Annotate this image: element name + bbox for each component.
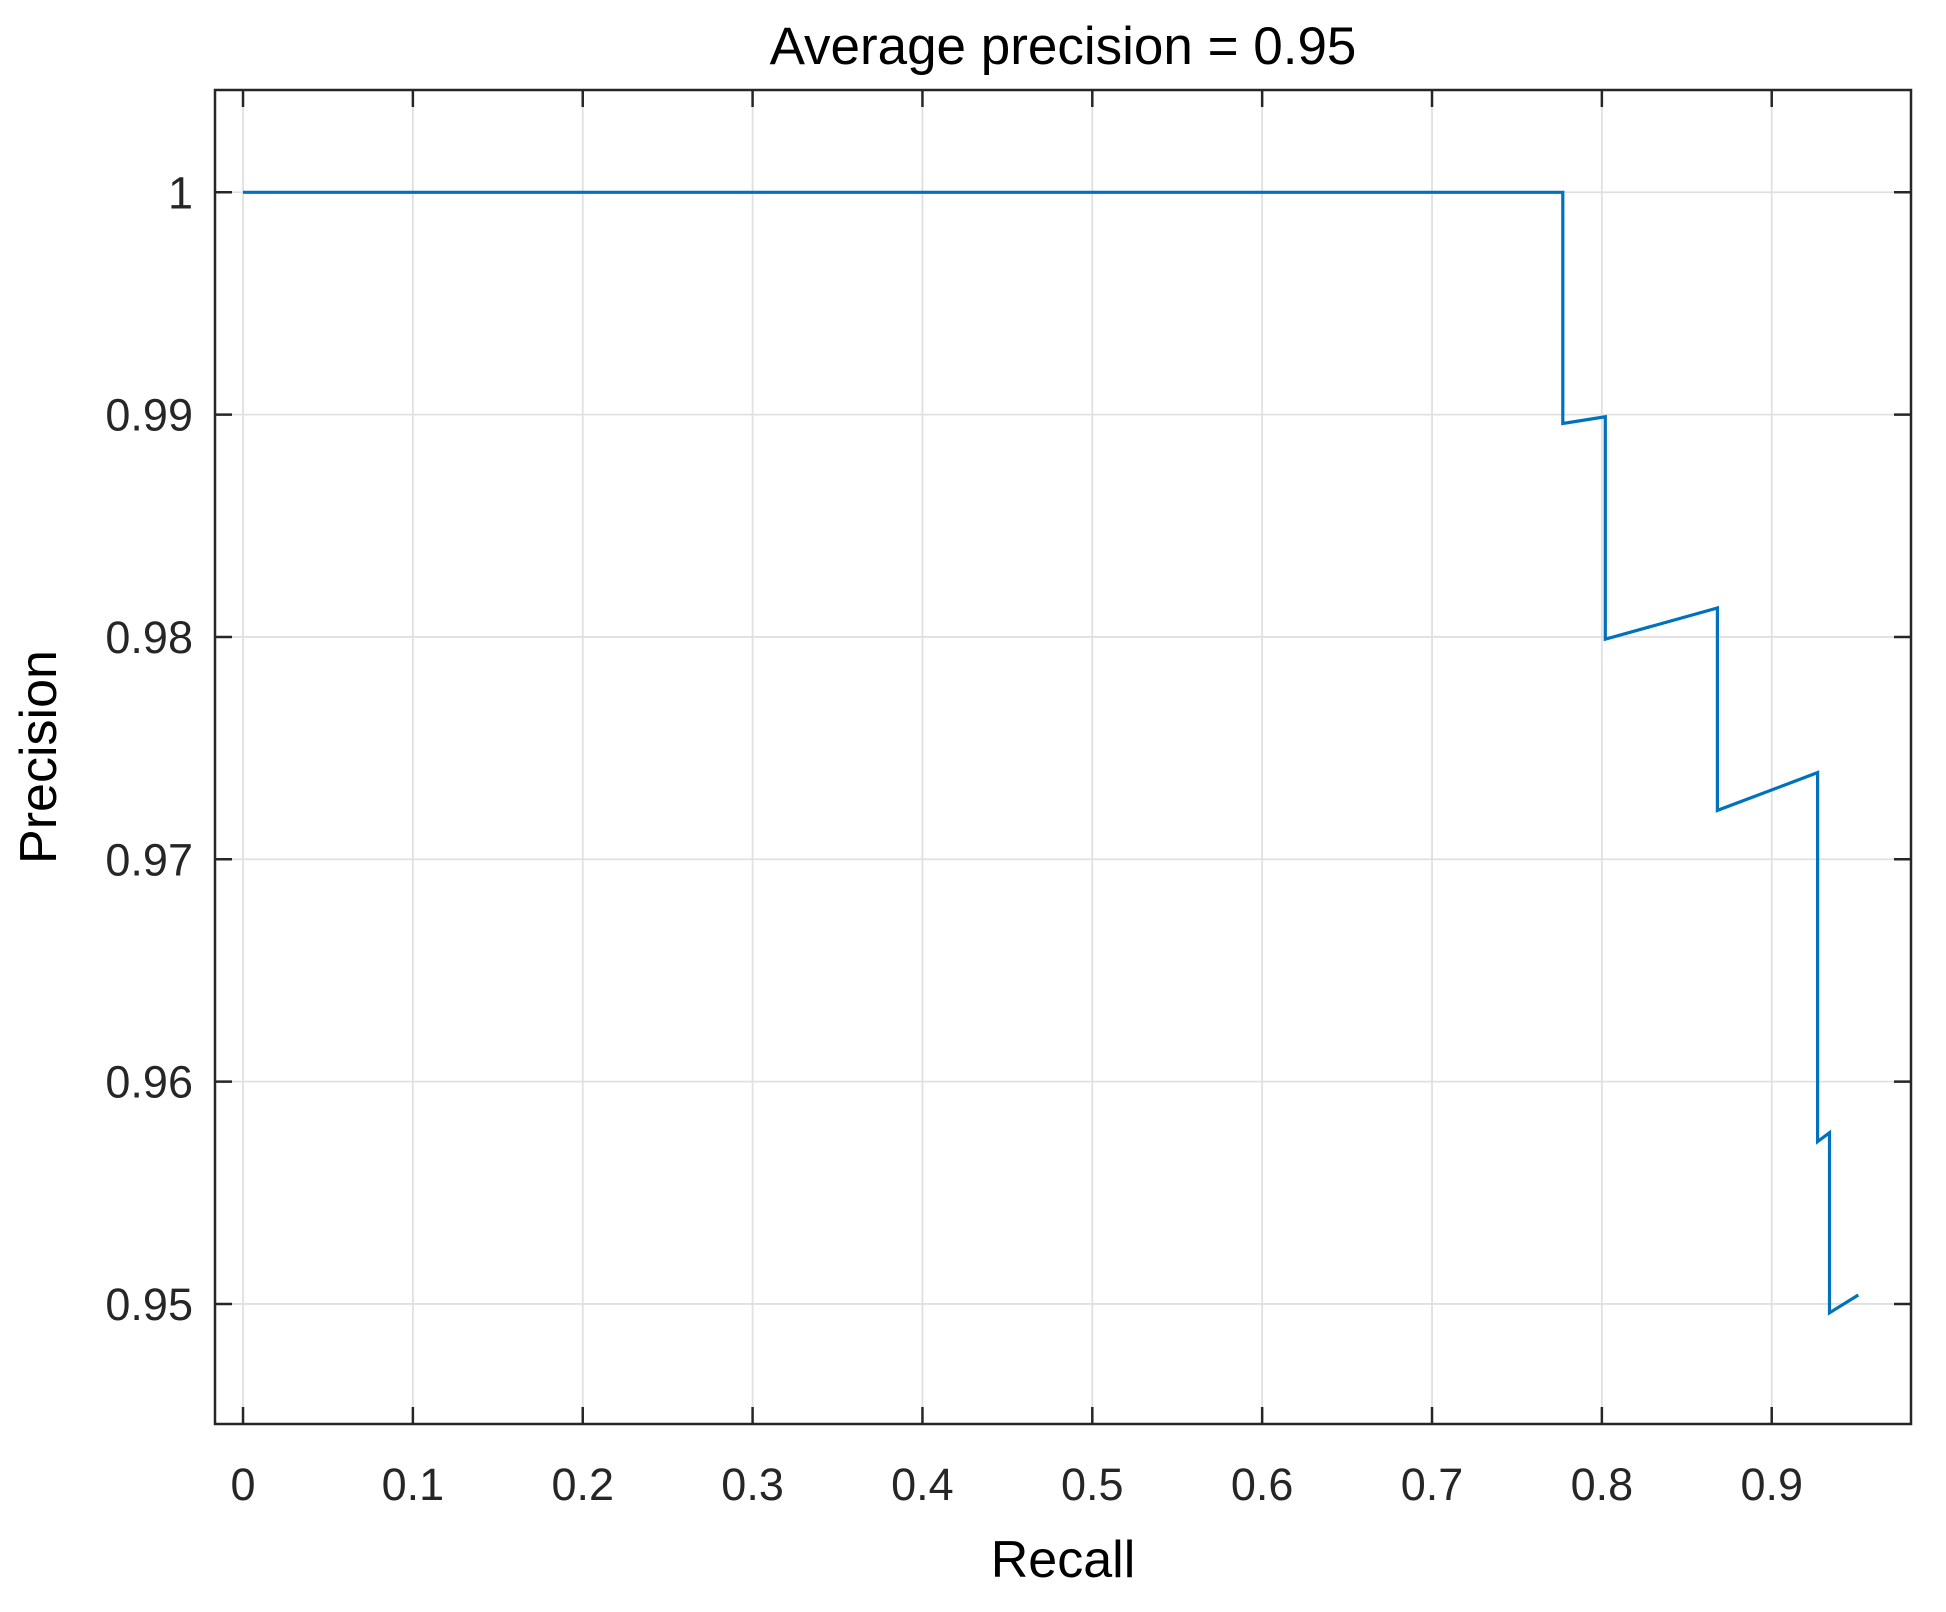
y-tick-label-group: 0.95 0.96 0.97 0.98 0.99 1 bbox=[105, 167, 193, 1330]
pr-curve-line bbox=[243, 190, 1860, 1316]
x-tick-label: 0.5 bbox=[1061, 1459, 1124, 1510]
y-tick-label: 1 bbox=[168, 167, 193, 218]
axis-tick-marks bbox=[215, 90, 1911, 1424]
grid-lines bbox=[215, 90, 1911, 1424]
x-tick-label: 0 bbox=[231, 1459, 256, 1510]
x-tick-label: 0.3 bbox=[721, 1459, 784, 1510]
y-tick-label: 0.97 bbox=[105, 834, 193, 885]
x-axis-label: Recall bbox=[991, 1531, 1136, 1589]
y-tick-label: 0.98 bbox=[105, 612, 193, 663]
x-tick-label: 0.8 bbox=[1571, 1459, 1634, 1510]
plot-box-border bbox=[213, 88, 1913, 1426]
x-tick-label: 0.4 bbox=[891, 1459, 954, 1510]
x-tick-label-group: 0 0.1 0.2 0.3 0.4 0.5 0.6 0.7 0.8 0.9 bbox=[231, 1459, 1803, 1510]
y-tick-label: 0.95 bbox=[105, 1279, 193, 1330]
chart-title: Average precision = 0.95 bbox=[770, 17, 1357, 76]
y-axis-label: Precision bbox=[10, 650, 68, 864]
x-tick-label: 0.6 bbox=[1231, 1459, 1294, 1510]
x-tick-label: 0.2 bbox=[551, 1459, 614, 1510]
x-tick-label: 0.1 bbox=[382, 1459, 445, 1510]
x-tick-label: 0.9 bbox=[1740, 1459, 1803, 1510]
x-tick-label: 0.7 bbox=[1401, 1459, 1464, 1510]
y-tick-label: 0.99 bbox=[105, 390, 193, 441]
y-tick-label: 0.96 bbox=[105, 1057, 193, 1108]
